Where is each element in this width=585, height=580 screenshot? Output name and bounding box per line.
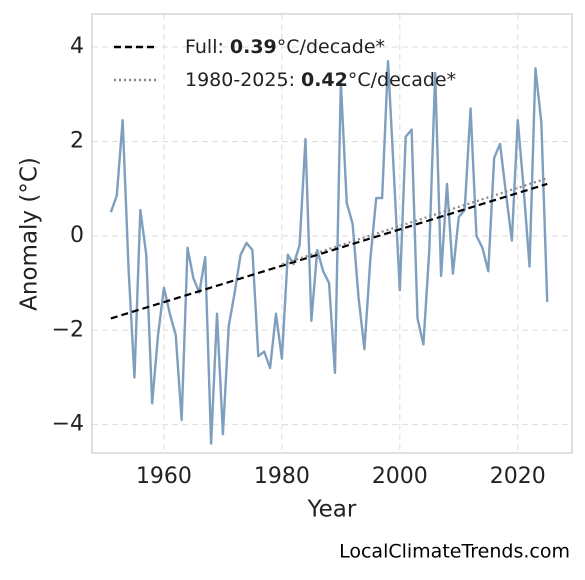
x-axis-label: Year [307, 497, 357, 523]
legend-label: Full: 0.39°C/decade* [185, 36, 385, 58]
legend-unit: °C/decade* [348, 69, 456, 91]
legend-name: 1980-2025: [185, 69, 295, 91]
y-tick-label: −4 [52, 412, 84, 437]
y-tick-label: 4 [70, 34, 84, 59]
footer: LocalClimateTrends.com [339, 541, 570, 563]
legend-slope: 0.39 [230, 36, 277, 58]
legend-slope: 0.42 [301, 69, 348, 91]
plot-frame [91, 13, 573, 454]
x-tick-label: 2020 [490, 464, 546, 489]
legend-unit: °C/decade* [277, 36, 385, 58]
y-tick-label: −2 [52, 317, 84, 342]
y-tick-label: 2 [70, 128, 84, 153]
x-tick-label: 1980 [254, 464, 310, 489]
trend-line [281, 177, 548, 266]
x-tick-label: 2000 [372, 464, 428, 489]
legend-label: 1980-2025: 0.42°C/decade* [185, 69, 456, 91]
trend-line [110, 182, 548, 320]
y-axis-label: Anomaly (°C) [17, 157, 43, 311]
y-tick-label: 0 [70, 223, 84, 248]
anomaly-line [109, 60, 549, 445]
x-tick-label: 1960 [136, 464, 192, 489]
legend-name: Full: [185, 36, 224, 58]
